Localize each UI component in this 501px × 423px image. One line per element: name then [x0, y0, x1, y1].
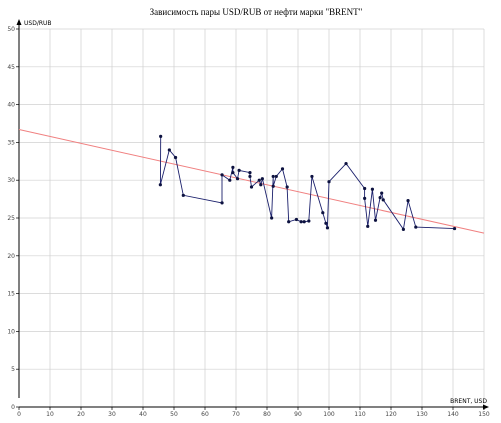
- data-point: [257, 178, 261, 182]
- x-tick-label: 40: [139, 411, 147, 418]
- data-point: [159, 134, 163, 138]
- data-point: [231, 165, 235, 169]
- data-point: [237, 168, 241, 172]
- y-axis-arrow: [16, 19, 22, 25]
- axes: [16, 19, 489, 410]
- data-point: [259, 183, 263, 187]
- y-tick-label: 0: [11, 404, 15, 411]
- trendline: [18, 129, 485, 234]
- data-point: [158, 183, 162, 187]
- grid: [19, 28, 485, 407]
- data-point: [167, 148, 171, 152]
- data-point: [220, 173, 224, 177]
- data-point: [310, 174, 314, 179]
- x-tick-label: 120: [385, 411, 397, 418]
- data-point: [370, 187, 374, 191]
- x-tick-labels: 0 10 20 30 40 50 60 70 80 90 100 110 120 130 140 150: [17, 407, 490, 418]
- data-point: [307, 219, 311, 223]
- series-line: [159, 136, 455, 231]
- data-point: [380, 191, 384, 195]
- x-tick-label: 100: [323, 411, 335, 418]
- y-tick-label: 50: [7, 26, 15, 33]
- data-point: [248, 171, 252, 175]
- data-point: [325, 226, 330, 230]
- x-tick-label: 0: [17, 411, 21, 418]
- x-tick-label: 20: [77, 411, 85, 418]
- y-tick-label: 15: [7, 291, 15, 298]
- x-tick-label: 50: [170, 411, 178, 418]
- data-point: [406, 199, 410, 203]
- y-tick-label: 25: [7, 215, 15, 222]
- y-tick-label: 40: [7, 102, 15, 109]
- x-tick-label: 140: [447, 411, 459, 418]
- data-point: [302, 220, 306, 224]
- data-point: [299, 220, 303, 224]
- y-tick-label: 5: [11, 366, 15, 373]
- chart-title: Зависимость пары USD/RUB от нефти марки …: [150, 7, 363, 17]
- data-point: [373, 218, 378, 222]
- x-tick-label: 30: [108, 411, 116, 418]
- y-axis-label: USD/RUB: [24, 20, 52, 27]
- data-point: [181, 193, 185, 197]
- data-point: [401, 227, 405, 231]
- data-point: [414, 225, 418, 229]
- data-point: [271, 184, 275, 188]
- data-point: [366, 224, 370, 228]
- data-point: [285, 185, 289, 189]
- x-axis-arrow: [483, 404, 489, 410]
- data-point: [378, 195, 382, 200]
- data-point: [287, 220, 291, 224]
- y-tick-labels: 0 5 10 15 20 25 30 35 40 45 50: [7, 26, 19, 411]
- data-point: [363, 196, 367, 200]
- data-point: [271, 174, 275, 179]
- x-tick-label: 90: [294, 411, 302, 418]
- data-point: [235, 177, 240, 181]
- data-point: [280, 167, 285, 171]
- data-point: [173, 155, 178, 160]
- y-tick-label: 35: [7, 139, 15, 146]
- data-points: [158, 134, 457, 231]
- data-point: [270, 216, 274, 220]
- x-tick-label: 110: [354, 411, 366, 418]
- data-point: [321, 211, 325, 215]
- data-point: [260, 177, 264, 181]
- x-tick-label: 150: [478, 411, 490, 418]
- data-point: [294, 217, 299, 222]
- y-tick-label: 20: [7, 253, 15, 260]
- x-tick-label: 70: [232, 411, 240, 418]
- x-tick-label: 130: [416, 411, 428, 418]
- x-tick-label: 10: [46, 411, 54, 418]
- data-point: [248, 174, 252, 179]
- data-point: [344, 161, 348, 166]
- data-point: [231, 171, 235, 175]
- data-point: [220, 201, 224, 205]
- y-tick-label: 30: [7, 177, 15, 184]
- data-point: [228, 178, 232, 182]
- y-tick-label: 10: [7, 328, 15, 335]
- data-point: [452, 226, 457, 231]
- x-tick-label: 60: [201, 411, 209, 418]
- data-point: [249, 185, 254, 189]
- data-point: [324, 221, 328, 225]
- data-point: [274, 174, 278, 179]
- x-tick-label: 80: [263, 411, 271, 418]
- y-tick-label: 45: [7, 64, 15, 71]
- data-point: [363, 186, 367, 191]
- data-point: [327, 180, 331, 184]
- data-point: [381, 198, 385, 202]
- x-axis-label: BRENT, USD: [450, 398, 487, 405]
